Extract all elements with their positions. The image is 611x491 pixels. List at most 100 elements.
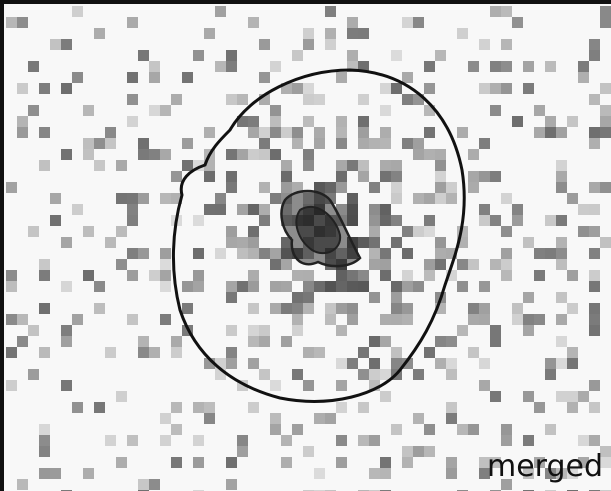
- pixel: [39, 270, 50, 281]
- pixel: [501, 226, 512, 237]
- pixel: [50, 215, 61, 226]
- pixel: [215, 193, 226, 204]
- pixel: [292, 369, 303, 380]
- pixel: [490, 171, 501, 182]
- pixel: [523, 391, 534, 402]
- pixel: [523, 314, 534, 325]
- pixel: [358, 402, 369, 413]
- pixel: [347, 215, 358, 226]
- pixel: [171, 402, 182, 413]
- pixel: [501, 39, 512, 50]
- pixel: [193, 402, 204, 413]
- pixel: [226, 94, 237, 105]
- pixel: [358, 171, 369, 182]
- pixel: [303, 149, 314, 160]
- pixel: [61, 380, 72, 391]
- pixel: [171, 336, 182, 347]
- pixel: [556, 248, 567, 259]
- pixel: [160, 105, 171, 116]
- pixel: [589, 50, 600, 61]
- pixel: [380, 369, 391, 380]
- pixel: [215, 248, 226, 259]
- pixel: [72, 314, 83, 325]
- pixel: [248, 204, 259, 215]
- pixel: [369, 336, 380, 347]
- pixel: [281, 259, 292, 270]
- pixel: [17, 479, 28, 490]
- pixel: [259, 182, 270, 193]
- pixel: [402, 281, 413, 292]
- pixel: [138, 149, 149, 160]
- pixel: [303, 28, 314, 39]
- pixel: [501, 270, 512, 281]
- pixel: [215, 358, 226, 369]
- pixel: [281, 435, 292, 446]
- pixel: [325, 39, 336, 50]
- pixel: [248, 127, 259, 138]
- pixel: [402, 457, 413, 468]
- pixel: [589, 435, 600, 446]
- pixel: [303, 380, 314, 391]
- pixel: [358, 435, 369, 446]
- pixel: [193, 248, 204, 259]
- pixel: [380, 391, 391, 402]
- pixel: [567, 391, 578, 402]
- pixel: [479, 314, 490, 325]
- pixel: [468, 303, 479, 314]
- pixel: [567, 193, 578, 204]
- pixel: [578, 72, 589, 83]
- pixel: [248, 402, 259, 413]
- pixel: [589, 94, 600, 105]
- pixel: [479, 138, 490, 149]
- pixel: [369, 369, 380, 380]
- pixel: [138, 479, 149, 490]
- pixel: [468, 149, 479, 160]
- pixel: [501, 193, 512, 204]
- pixel: [369, 358, 380, 369]
- pixel: [600, 182, 611, 193]
- pixel: [292, 270, 303, 281]
- pixel: [490, 391, 501, 402]
- pixel: [17, 17, 28, 28]
- pixel: [237, 380, 248, 391]
- pixel: [589, 248, 600, 259]
- pixel: [589, 325, 600, 336]
- pixel: [336, 116, 347, 127]
- pixel: [424, 193, 435, 204]
- pixel: [490, 259, 501, 270]
- pixel: [138, 193, 149, 204]
- pixel: [61, 83, 72, 94]
- pixel: [336, 138, 347, 149]
- pixel: [501, 479, 512, 490]
- pixel: [226, 237, 237, 248]
- pixel: [490, 215, 501, 226]
- pixel: [28, 105, 39, 116]
- pixel: [105, 127, 116, 138]
- pixel: [127, 435, 138, 446]
- pixel: [435, 336, 446, 347]
- pixel: [512, 215, 523, 226]
- pixel: [556, 127, 567, 138]
- pixel: [83, 270, 94, 281]
- pixel: [6, 314, 17, 325]
- pixel: [391, 50, 402, 61]
- pixel: [182, 303, 193, 314]
- pixel: [336, 457, 347, 468]
- pixel: [226, 50, 237, 61]
- pixel: [127, 193, 138, 204]
- pixel: [292, 325, 303, 336]
- outer-contour: [171, 68, 466, 403]
- pixel: [347, 281, 358, 292]
- pixel: [303, 270, 314, 281]
- pixel: [600, 6, 611, 17]
- pixel: [556, 358, 567, 369]
- pixel: [17, 314, 28, 325]
- pixel: [160, 270, 171, 281]
- pixel-layer: [6, 6, 611, 491]
- pixel: [413, 446, 424, 457]
- pixel: [380, 204, 391, 215]
- pixel: [336, 72, 347, 83]
- pixel: [446, 336, 457, 347]
- pixel: [204, 413, 215, 424]
- pixel: [556, 468, 567, 479]
